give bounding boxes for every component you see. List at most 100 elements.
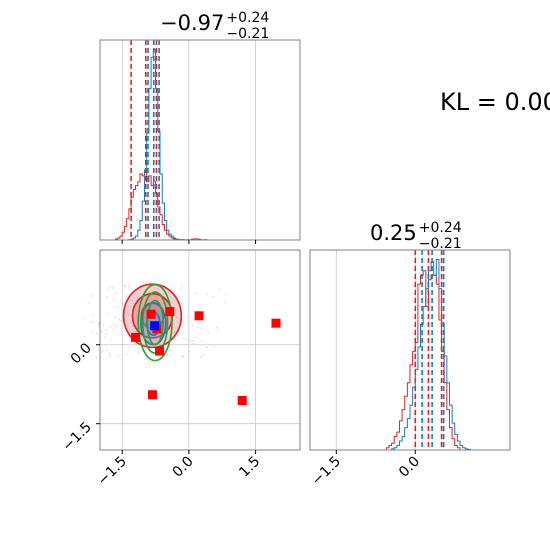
sample-point xyxy=(113,323,116,326)
sample-point xyxy=(194,336,197,339)
sample-point xyxy=(87,302,90,304)
x-tick-label: −1.5 xyxy=(309,454,344,489)
sample-point xyxy=(185,338,188,341)
kl-divergence-label: KL = 0.00 xyxy=(440,88,550,116)
sample-point xyxy=(101,331,103,333)
sample-point xyxy=(218,288,220,291)
sample-point xyxy=(102,323,105,326)
sample-point xyxy=(167,349,170,351)
sample-point xyxy=(138,352,141,355)
sample-point xyxy=(124,284,126,286)
sample-point xyxy=(213,345,215,348)
sample-point xyxy=(116,325,118,328)
sample-point xyxy=(225,293,227,296)
sample-point xyxy=(124,294,127,296)
density-contour xyxy=(137,283,173,362)
sample-point xyxy=(173,331,176,333)
truth-marker xyxy=(150,321,160,331)
sample-point xyxy=(223,301,226,304)
histogram-title-upper-error: +0.24 xyxy=(419,220,462,236)
sample-point xyxy=(90,321,92,323)
posterior-marker xyxy=(146,309,156,319)
sample-point xyxy=(194,320,196,322)
x-tick-label: −1.5 xyxy=(95,454,130,489)
sample-point xyxy=(133,296,135,299)
sample-point xyxy=(189,340,191,342)
sample-point xyxy=(100,351,103,353)
sample-point xyxy=(102,349,104,352)
sample-point xyxy=(129,298,131,301)
sample-point xyxy=(128,336,130,339)
sample-point xyxy=(125,353,127,356)
sample-point xyxy=(201,327,203,330)
sample-point xyxy=(191,324,194,327)
sample-point xyxy=(183,337,185,339)
sample-point xyxy=(202,354,204,357)
panel-background xyxy=(100,250,300,450)
sample-point xyxy=(84,335,86,337)
sample-point xyxy=(111,287,114,289)
sample-point xyxy=(126,312,129,314)
sample-point xyxy=(131,299,134,302)
sample-point xyxy=(127,313,130,316)
sample-point xyxy=(207,332,210,335)
sample-point xyxy=(136,310,139,313)
sample-point xyxy=(109,339,112,342)
sample-point xyxy=(116,306,119,309)
histogram-step-line xyxy=(385,270,461,450)
sample-point xyxy=(105,333,107,335)
sample-point xyxy=(201,339,204,342)
sample-point xyxy=(188,350,190,353)
sample-point xyxy=(133,345,136,348)
sample-point xyxy=(85,343,87,345)
sample-point xyxy=(109,326,112,329)
sample-point xyxy=(114,292,117,294)
histogram-title-lower-error: −0.21 xyxy=(226,26,269,42)
sample-point xyxy=(107,289,110,291)
sample-point xyxy=(108,354,111,357)
sample-point xyxy=(205,346,208,349)
sample-point xyxy=(123,285,126,288)
sample-point xyxy=(106,296,109,298)
posterior-marker xyxy=(194,311,204,321)
sample-point xyxy=(202,323,204,326)
sample-point xyxy=(170,354,172,356)
sample-point xyxy=(112,298,115,301)
sample-point xyxy=(104,336,106,339)
sample-point xyxy=(92,347,95,349)
sample-point xyxy=(130,321,132,324)
sample-point xyxy=(166,303,169,306)
x-tick-label: 0.0 xyxy=(170,454,197,481)
sample-point xyxy=(192,342,195,344)
sample-point xyxy=(217,328,220,331)
sample-point xyxy=(169,350,171,352)
sample-point xyxy=(205,316,207,319)
sample-point xyxy=(195,292,197,295)
y-tick-label: 0.0 xyxy=(68,340,95,367)
histogram-title-lower-error: −0.21 xyxy=(419,236,462,252)
sample-point xyxy=(179,355,182,357)
histogram-panel-param-2: 0.25 +0.24−0.21 −1.5 0.0 xyxy=(309,220,511,489)
sample-point xyxy=(90,295,93,297)
histogram-title: −0.97 xyxy=(160,11,224,35)
sample-point xyxy=(95,332,98,335)
sample-point xyxy=(181,286,183,288)
sample-point xyxy=(182,356,185,358)
x-tick-label: 1.5 xyxy=(236,454,263,481)
histogram-title-upper-error: +0.24 xyxy=(226,10,269,26)
panel-border xyxy=(309,249,511,451)
panel-background xyxy=(100,40,300,240)
sample-point xyxy=(186,316,189,318)
posterior-marker xyxy=(271,318,281,328)
posterior-marker xyxy=(155,346,165,356)
sample-point xyxy=(117,354,119,357)
posterior-marker xyxy=(165,307,175,317)
sample-point xyxy=(121,303,124,305)
sample-point xyxy=(105,349,108,352)
sample-point xyxy=(127,285,130,288)
sample-point xyxy=(120,319,123,322)
sample-point xyxy=(106,329,108,331)
sample-point xyxy=(149,291,151,294)
sample-point xyxy=(212,295,214,298)
